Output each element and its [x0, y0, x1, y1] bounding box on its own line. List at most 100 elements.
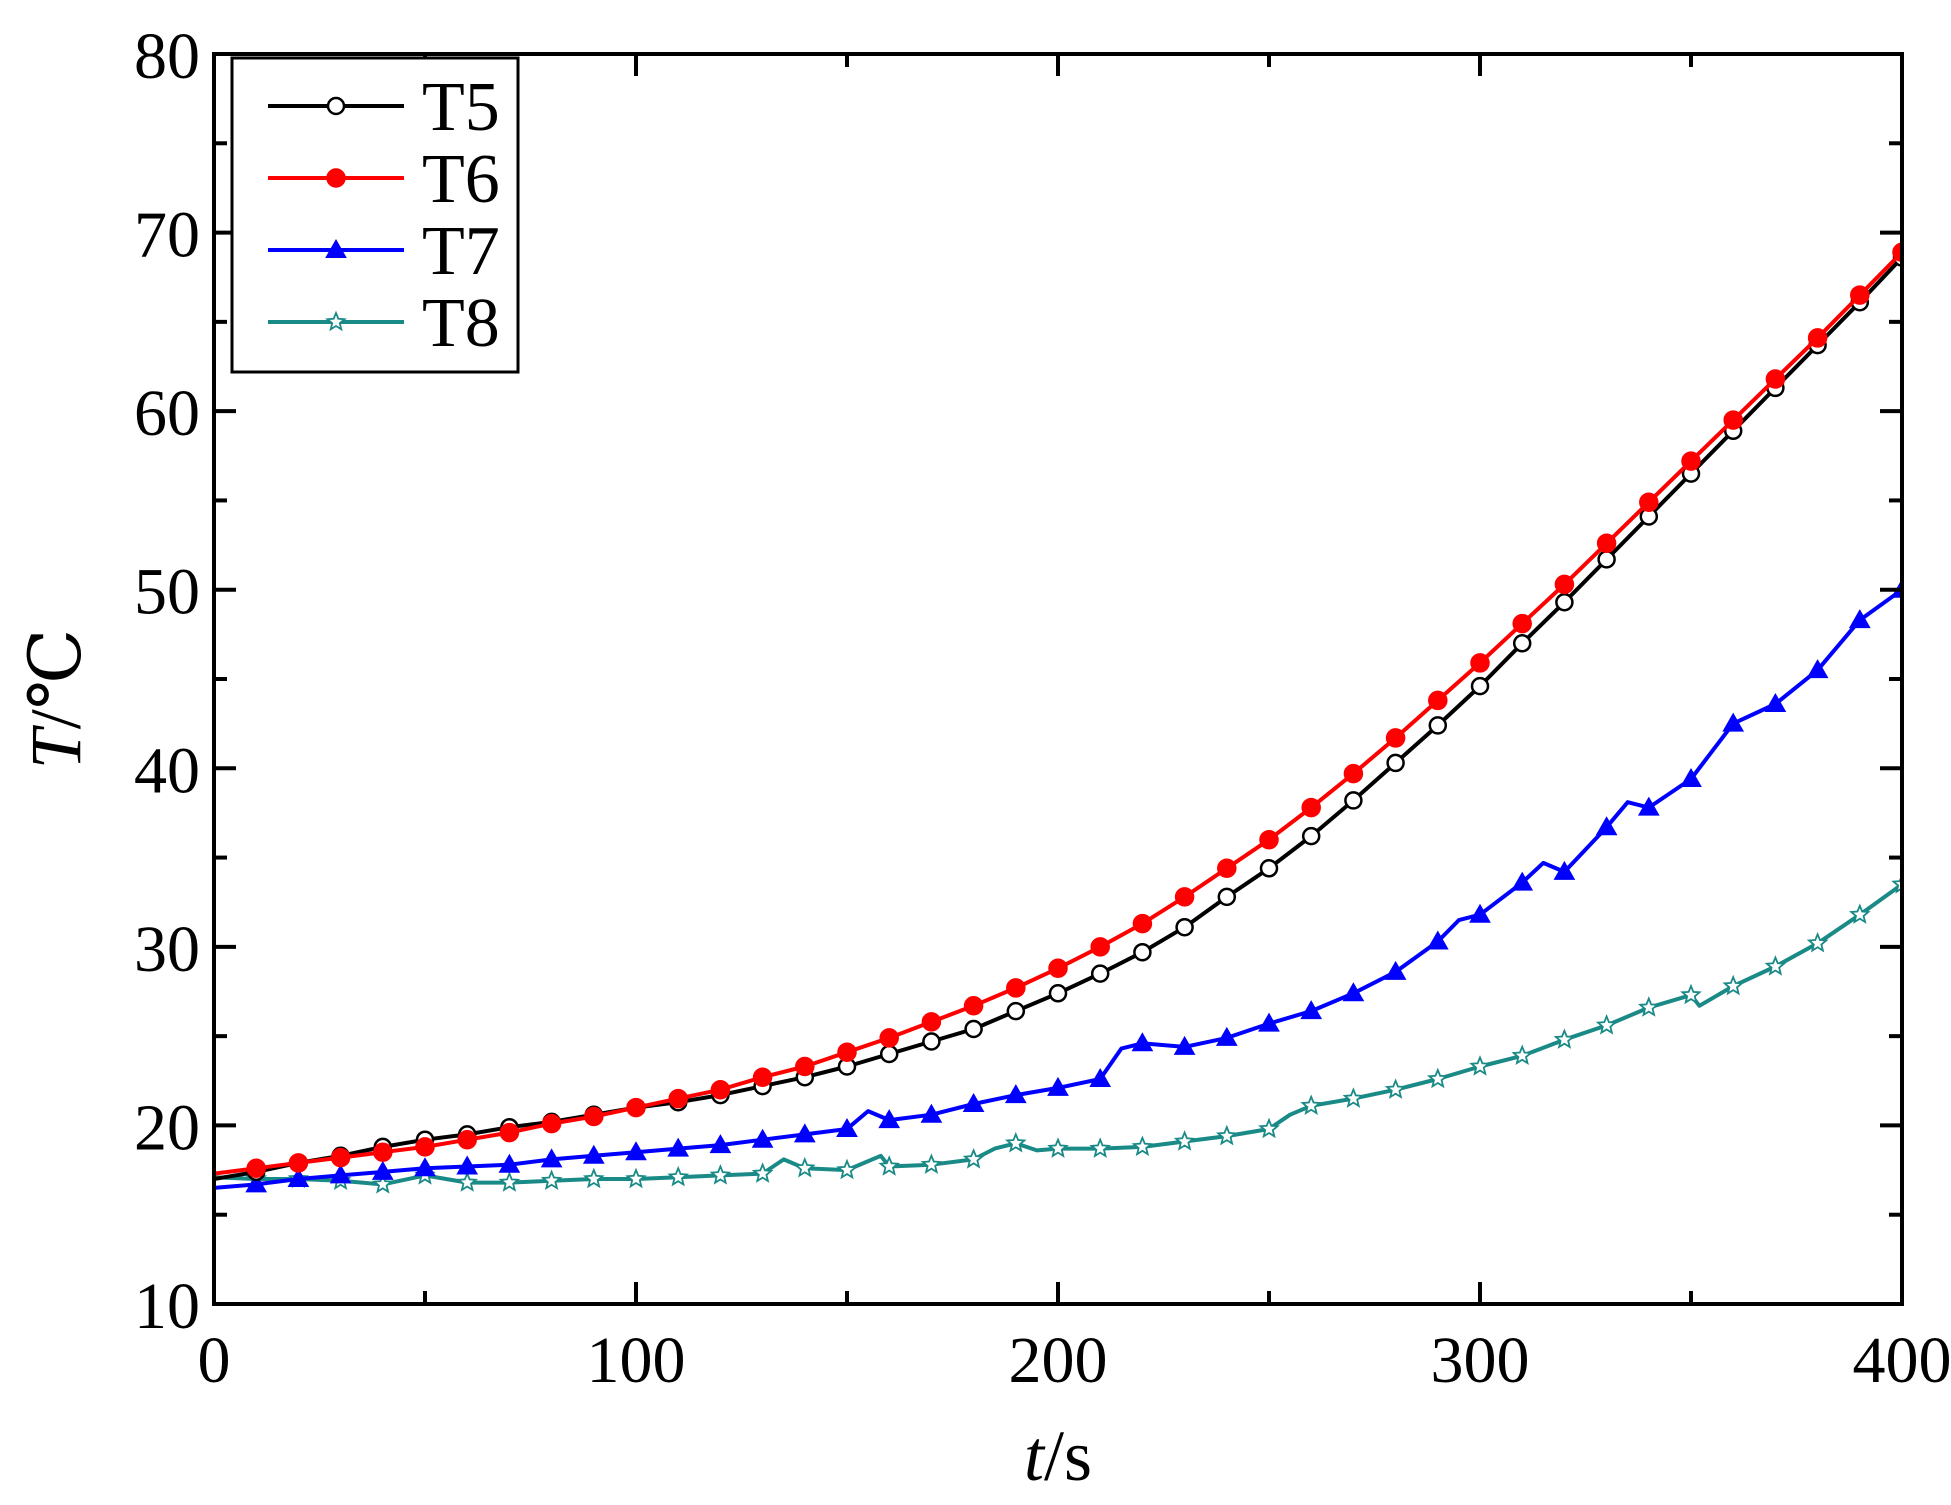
data-point-t7 [1343, 983, 1363, 1001]
legend-label-t6: T6 [422, 141, 500, 218]
data-point-t8 [1303, 1097, 1320, 1113]
data-point-t6 [1387, 729, 1405, 747]
series-line-t5 [214, 258, 1902, 1179]
data-point-t8 [838, 1161, 855, 1177]
x-tick-label: 200 [1009, 1324, 1108, 1397]
data-point-t6 [1851, 286, 1869, 304]
data-point-t5 [966, 1021, 982, 1037]
legend-label-t7: T7 [422, 213, 500, 290]
data-point-t6 [416, 1138, 434, 1156]
data-point-t5 [1514, 635, 1530, 651]
x-tick-label: 100 [587, 1324, 686, 1397]
data-point-t6 [332, 1149, 350, 1167]
series-t7 [214, 580, 1912, 1192]
data-point-t5 [1388, 755, 1404, 771]
data-point-t8 [1345, 1090, 1362, 1106]
data-point-t6 [500, 1124, 518, 1142]
y-tick-label: 50 [134, 556, 200, 629]
data-point-t6 [1471, 654, 1489, 672]
data-point-t8 [501, 1174, 518, 1190]
data-point-t8 [965, 1150, 982, 1166]
y-tick-label: 70 [134, 199, 200, 272]
data-point-t5 [1134, 944, 1150, 960]
data-point-t8 [1176, 1133, 1193, 1149]
y-tick-label: 80 [134, 20, 200, 93]
data-point-t8 [754, 1165, 771, 1181]
plot-area [214, 243, 1912, 1192]
data-point-t8 [712, 1166, 729, 1182]
data-point-t6 [1007, 979, 1025, 997]
data-point-t8 [627, 1170, 644, 1186]
y-tick-label: 30 [134, 913, 200, 986]
data-point-t6 [1809, 329, 1827, 347]
data-point-t5 [1303, 828, 1319, 844]
legend-marker-t5 [328, 98, 344, 114]
data-point-t6 [1555, 575, 1573, 593]
data-point-t8 [923, 1156, 940, 1172]
data-point-t5 [1556, 594, 1572, 610]
data-point-t8 [1260, 1120, 1277, 1136]
data-point-t6 [1302, 799, 1320, 817]
data-point-t6 [1049, 959, 1067, 977]
data-point-t6 [965, 997, 983, 1015]
data-point-t6 [880, 1029, 898, 1047]
data-point-t6 [1429, 691, 1447, 709]
data-point-t5 [1599, 551, 1615, 567]
series-t6 [214, 243, 1911, 1177]
data-point-t6 [374, 1143, 392, 1161]
data-point-t6 [1218, 859, 1236, 877]
x-axis-title-unit: /s [1044, 1416, 1092, 1496]
x-tick-label: 400 [1853, 1324, 1951, 1397]
data-point-t6 [669, 1090, 687, 1108]
data-point-t6 [1091, 938, 1109, 956]
data-point-t6 [1724, 411, 1742, 429]
data-point-t6 [627, 1099, 645, 1117]
data-point-t8 [585, 1170, 602, 1186]
data-point-t6 [585, 1108, 603, 1126]
legend-label-t8: T8 [422, 285, 500, 362]
data-point-t6 [711, 1081, 729, 1099]
x-axis-title: t/s [1024, 1416, 1092, 1496]
data-point-t8 [1218, 1127, 1235, 1143]
data-point-t6 [1682, 452, 1700, 470]
data-point-t6 [1260, 831, 1278, 849]
data-point-t5 [1261, 860, 1277, 876]
data-point-t6 [754, 1068, 772, 1086]
data-point-t5 [1430, 717, 1446, 733]
data-point-t8 [1471, 1058, 1488, 1074]
y-axis-title-italic: T [16, 724, 96, 769]
data-point-t8 [1007, 1134, 1024, 1150]
data-point-t5 [923, 1034, 939, 1050]
legend-label-t5: T5 [422, 69, 500, 146]
data-point-t5 [1472, 678, 1488, 694]
x-axis-title-italic: t [1024, 1416, 1046, 1496]
data-point-t6 [1513, 615, 1531, 633]
series-line-t7 [214, 590, 1902, 1188]
y-tick-label: 20 [134, 1091, 200, 1164]
y-tick-label: 60 [134, 377, 200, 450]
data-point-t5 [1219, 889, 1235, 905]
data-point-t6 [1766, 370, 1784, 388]
data-point-t6 [1133, 915, 1151, 933]
y-tick-label: 10 [134, 1270, 200, 1343]
data-point-t8 [543, 1172, 560, 1188]
data-point-t8 [796, 1159, 813, 1175]
data-point-t6 [1598, 534, 1616, 552]
data-point-t6 [1640, 493, 1658, 511]
x-tick-label: 300 [1431, 1324, 1530, 1397]
y-tick-label: 40 [134, 734, 200, 807]
data-point-t5 [1345, 792, 1361, 808]
data-point-t8 [1556, 1031, 1573, 1047]
data-point-t5 [1177, 919, 1193, 935]
data-point-t5 [1050, 985, 1066, 1001]
data-point-t6 [543, 1115, 561, 1133]
data-point-t8 [670, 1168, 687, 1184]
data-point-t8 [1387, 1081, 1404, 1097]
data-point-t6 [1344, 765, 1362, 783]
y-axis-title-unit: /℃ [16, 629, 96, 730]
data-point-t6 [289, 1154, 307, 1172]
data-point-t8 [459, 1174, 476, 1190]
data-point-t5 [881, 1046, 897, 1062]
